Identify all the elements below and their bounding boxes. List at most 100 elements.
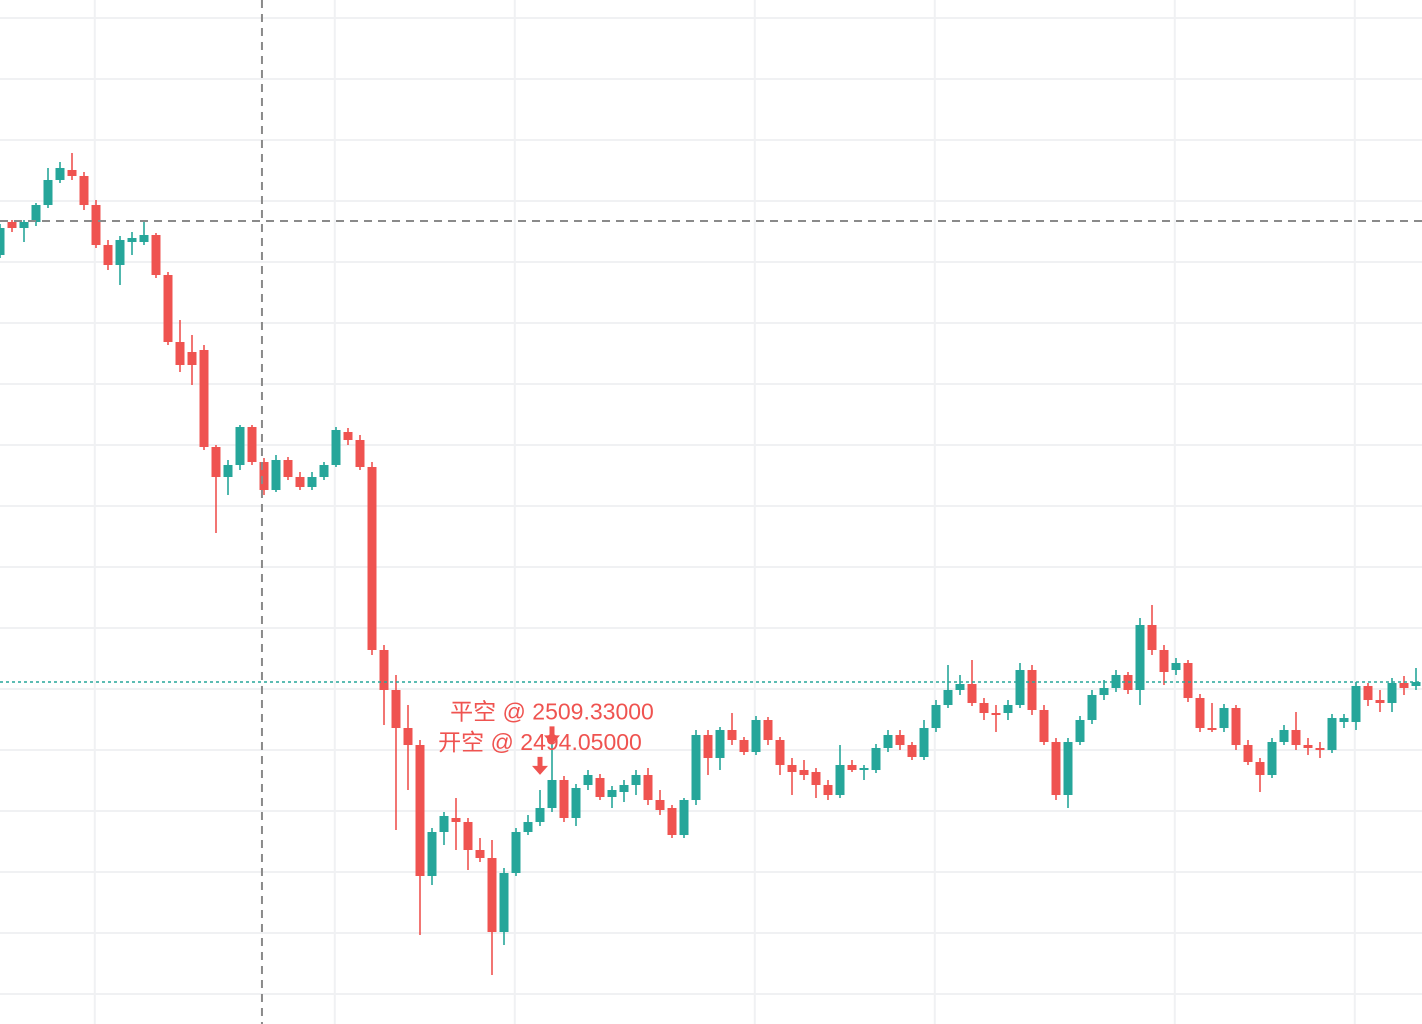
candle-body (919, 728, 929, 757)
candle-body (319, 465, 329, 477)
candle-body (235, 427, 245, 465)
candle-body (883, 735, 893, 748)
candle-body (1183, 663, 1193, 698)
candle-body (667, 808, 677, 835)
candle-body (1339, 718, 1349, 722)
candle-body (1387, 683, 1397, 703)
candle-body (1099, 688, 1109, 695)
candle-body (775, 740, 785, 765)
candle-body (19, 222, 29, 228)
candle-body (163, 275, 173, 342)
candle-body (439, 816, 449, 832)
candle-body (1351, 686, 1361, 722)
trade-label: 开空 @ 2494.05000 (438, 729, 642, 755)
candle-body (1087, 695, 1097, 720)
candle-body (499, 873, 509, 932)
candle-body (787, 765, 797, 772)
candle-body (55, 168, 65, 180)
candle-body (991, 713, 1001, 715)
candle-body (0, 228, 5, 255)
candle-body (451, 818, 461, 822)
candle-body (1267, 742, 1277, 775)
candle-body (751, 720, 761, 752)
candle-body (739, 740, 749, 752)
candle-body (799, 770, 809, 775)
candle-body (967, 684, 977, 703)
candle-body (715, 730, 725, 758)
candle-body (31, 205, 41, 222)
candle-body (475, 850, 485, 858)
trade-arrow (532, 756, 548, 775)
candle-body (79, 176, 89, 205)
candle-body (763, 720, 773, 740)
candle-body (403, 728, 413, 745)
candle-body (1279, 730, 1289, 742)
candle-body (607, 790, 617, 797)
candle-body (1219, 708, 1229, 728)
candle-body (307, 477, 317, 487)
candle-body (847, 765, 857, 770)
candle-body (895, 735, 905, 745)
candle-body (379, 650, 389, 690)
candle-body (835, 765, 845, 795)
candle-body (1231, 708, 1241, 745)
candle-body (1327, 718, 1337, 750)
candle-body (427, 832, 437, 876)
candle-body (1003, 705, 1013, 713)
candle-body (1411, 682, 1421, 686)
candle-body (355, 440, 365, 467)
candle-body (91, 205, 101, 245)
candle-body (187, 352, 197, 365)
trade-label: 平空 @ 2509.33000 (450, 698, 654, 724)
candle-body (139, 235, 149, 242)
candle-body (703, 735, 713, 758)
candle-body (211, 447, 221, 477)
candle-body (931, 705, 941, 728)
candle-body (1243, 745, 1253, 762)
candle-body (1363, 686, 1373, 700)
candle-body (655, 800, 665, 810)
candle-body (1399, 683, 1409, 688)
candle-body (295, 477, 305, 487)
candle-body (271, 460, 281, 490)
candle-body (1075, 720, 1085, 742)
candle-body (1291, 730, 1301, 745)
candle-body (415, 745, 425, 876)
candle-body (943, 690, 953, 705)
candle-body (487, 858, 497, 932)
candle-body (259, 462, 269, 490)
candle-body (1015, 670, 1025, 705)
candle-body (1147, 625, 1157, 650)
candle-body (343, 432, 353, 440)
candle-body (583, 775, 593, 785)
candle-body (559, 780, 569, 818)
candle-body (1303, 745, 1313, 748)
candle-body (115, 240, 125, 265)
candle-body (151, 235, 161, 275)
candle-body (1039, 710, 1049, 742)
candle-body (7, 222, 17, 228)
candle-body (907, 745, 917, 757)
candle-body (175, 342, 185, 365)
candle-body (67, 170, 77, 176)
candle-body (643, 775, 653, 800)
candle-body (811, 772, 821, 785)
candle-body (199, 350, 209, 447)
candle-body (679, 800, 689, 835)
candle-body (1255, 762, 1265, 775)
candle-body (823, 785, 833, 795)
candle-body (1195, 698, 1205, 728)
candle-body (43, 180, 53, 205)
candle-body (1375, 700, 1385, 703)
candle-body (223, 465, 233, 477)
candle-body (979, 703, 989, 713)
candle-body (955, 684, 965, 690)
candle-body (1027, 670, 1037, 710)
candle-body (331, 430, 341, 465)
candle-body (523, 822, 533, 832)
candle-body (1051, 742, 1061, 795)
candle-body (511, 832, 521, 873)
trade-arrow (544, 726, 560, 745)
